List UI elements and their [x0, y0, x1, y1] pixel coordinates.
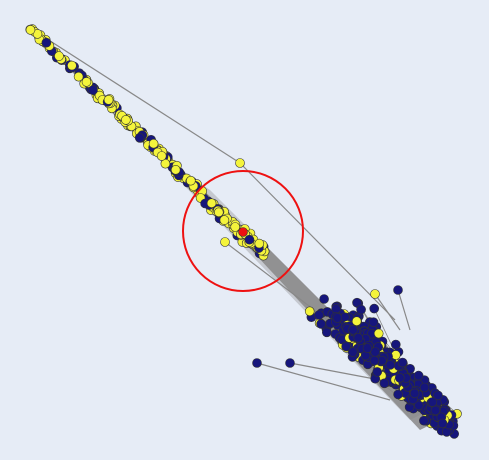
node: [121, 115, 131, 125]
node: [373, 328, 384, 339]
nodes: [25, 24, 462, 439]
node: [390, 339, 401, 350]
node: [430, 405, 441, 416]
node: [170, 165, 181, 175]
node: [316, 319, 326, 329]
node: [397, 357, 408, 368]
node: [219, 215, 230, 225]
edge: [397, 289, 411, 331]
node: [254, 238, 265, 249]
node: [103, 95, 114, 105]
node: [413, 400, 424, 411]
node: [409, 388, 420, 399]
node: [214, 207, 224, 218]
node: [235, 158, 245, 168]
node: [134, 133, 145, 143]
edge: [239, 162, 396, 321]
node: [341, 341, 352, 352]
edge: [289, 362, 381, 381]
node: [393, 389, 403, 400]
node: [372, 367, 383, 377]
node: [437, 418, 448, 429]
node: [413, 370, 424, 381]
node: [427, 397, 438, 407]
node: [156, 151, 167, 161]
node: [160, 158, 171, 169]
node: [348, 324, 358, 335]
node: [347, 347, 358, 357]
node: [368, 317, 379, 328]
node: [67, 60, 77, 71]
node: [81, 77, 92, 87]
node: [220, 237, 230, 247]
node: [25, 25, 36, 35]
node: [370, 289, 380, 299]
node: [419, 415, 429, 426]
node: [362, 343, 373, 353]
node: [206, 198, 217, 208]
node: [314, 310, 324, 320]
node: [88, 85, 98, 95]
node: [393, 285, 403, 295]
node: [353, 332, 364, 343]
node: [321, 327, 332, 338]
node: [148, 138, 159, 149]
node: [419, 382, 430, 393]
node: [73, 71, 84, 82]
node: [54, 51, 64, 61]
node: [230, 222, 240, 232]
node: [385, 359, 396, 370]
node: [186, 175, 196, 186]
node: [379, 378, 390, 389]
node: [304, 306, 315, 317]
node: [356, 304, 366, 315]
edge: [29, 27, 241, 164]
node: [331, 303, 341, 314]
node: [252, 358, 262, 368]
node: [238, 227, 248, 237]
node: [433, 390, 443, 401]
node: [369, 303, 380, 314]
node: [332, 313, 343, 323]
edge: [256, 362, 391, 401]
node: [285, 358, 295, 368]
node: [351, 316, 362, 327]
edge: [374, 293, 401, 331]
overlay: [182, 170, 304, 292]
node: [319, 294, 329, 304]
node: [244, 234, 255, 245]
highlight-ring: [182, 170, 304, 292]
node: [369, 355, 380, 366]
node: [394, 372, 405, 383]
node: [41, 37, 52, 48]
